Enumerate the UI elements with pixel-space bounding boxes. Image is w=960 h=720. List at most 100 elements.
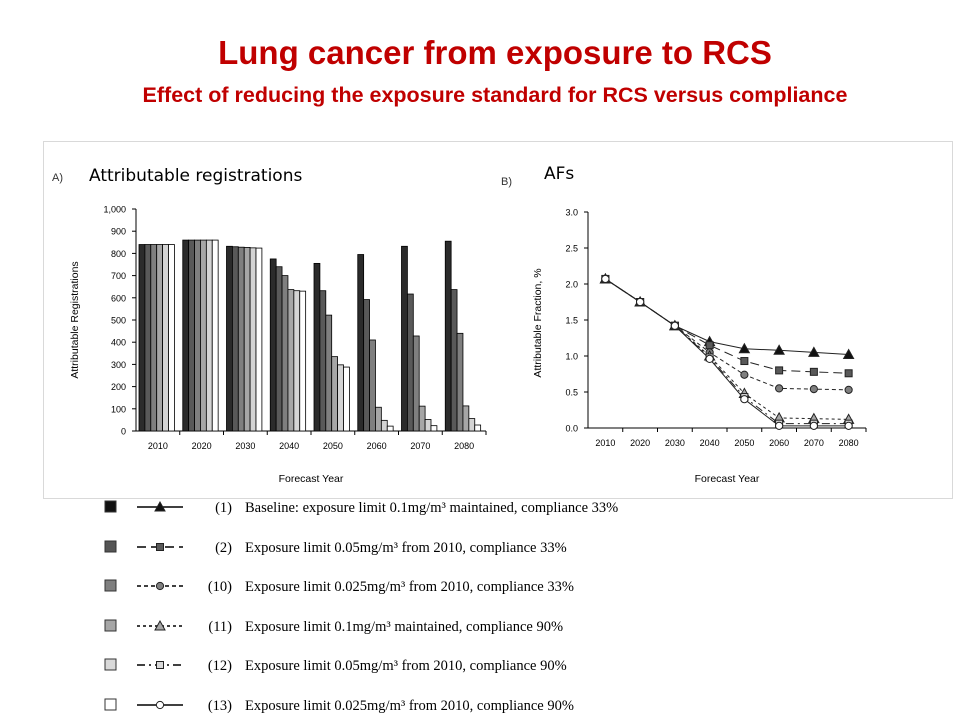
chart-a-bar [269,258,277,432]
legend-text: Exposure limit 0.05mg/m³ from 2010, comp… [245,658,567,674]
legend-label: (2) [215,540,232,556]
chart-a-bar [200,239,207,432]
chart-a-y-tick-label: 800 [111,249,126,259]
chart-b-point [842,348,855,360]
chart-b-point [809,421,818,430]
chart-a-y-tick-label: 0 [121,427,126,437]
page-title: Lung cancer from exposure to RCS [218,34,772,71]
chart-a-bar [138,244,146,432]
chart-a-tag: A) [52,172,63,184]
chart-b-point [636,297,645,307]
chart-a-x-axis-label: Forecast Year [279,473,344,485]
chart-b-point [740,357,749,366]
chart-a-x-tick-label: 2040 [279,441,299,451]
chart-a-bar [337,364,344,432]
chart-a-x-tick-label: 2080 [454,441,474,451]
chart-b-point [775,384,784,393]
chart-b-y-axis-label: Attributable Fraction, % [532,268,544,377]
legend-marker [156,543,164,551]
legend-marker [154,619,166,631]
chart-a-bar [401,245,408,432]
chart-b-point [808,346,820,357]
legend-swatch [104,698,117,711]
chart-a-bar [468,418,476,432]
chart-a-y-tick-label: 1,000 [103,205,126,215]
chart-b-y-tick-label: 0.5 [565,388,578,398]
chart-b-y-tick-label: 2.0 [565,280,578,290]
chart-b-series-line [605,278,849,374]
chart-a-bar [168,244,175,432]
chart-b-series-line [605,278,849,391]
chart-a-bar [386,425,394,432]
chart-a-x-tick-label: 2010 [148,441,168,451]
chart-b-point [809,385,818,394]
chart-a-bar [293,290,301,432]
chart-b-tag: B) [501,176,512,188]
chart-b-series-line [605,278,849,356]
chart-b-point [775,366,784,375]
chart-a-y-tick-label: 900 [111,227,126,237]
chart-a-x-tick-label: 2020 [192,441,212,451]
chart-a-bar [450,289,458,432]
legend-item: (11) Exposure limit 0.1mg/m³ maintained, … [104,619,563,635]
chart-a-bar [188,239,195,432]
chart-a-x-tick-label: 2060 [367,441,387,451]
legend-swatch [104,540,117,553]
legend-item: (12) Exposure limit 0.05mg/m³ from 2010, … [104,658,567,674]
legend-marker [155,700,165,710]
chart-a-bar [249,247,257,432]
chart-a-bar [299,290,307,432]
chart-b: B) AFs 0.0 0.5 1.0 1.5 2.0 2.5 3.0 2010 2020 2030 20… [501,164,867,485]
chart-a-bar [182,239,190,432]
chart-a-bar [462,405,470,432]
legend-item: (1) Baseline: exposure limit 0.1mg/m³ mai… [104,500,618,516]
chart-a-bar [418,405,426,432]
chart-a-x-tick-label: 2070 [410,441,430,451]
legend-label: (10) [208,579,232,595]
chart-a-bar [281,275,289,432]
chart-b-point [809,367,818,376]
chart-a-bar [325,314,333,432]
chart-b-x-tick-label: 2010 [595,438,615,448]
legend-swatch [104,579,117,592]
chart-a-y-tick-label: 700 [111,271,126,281]
legend-text: Exposure limit 0.1mg/m³ maintained, comp… [245,619,563,635]
chart-a-bar [319,290,327,432]
chart-b-x-tick-label: 2050 [734,438,754,448]
chart-b-x-tick-label: 2030 [665,438,685,448]
chart-a-bar [231,246,239,432]
chart-b-point [844,421,853,430]
chart-b-x-tick-label: 2040 [700,438,720,448]
chart-a-bar [412,335,420,432]
chart-b-point [705,341,714,350]
chart-b-title: AFs [544,164,574,184]
chart-a-bar [375,406,382,432]
chart-a-bar [363,299,370,432]
chart-b-point [740,370,749,379]
chart-a-y-tick-label: 300 [111,360,126,370]
legend-marker [154,500,166,512]
legend: (1) Baseline: exposure limit 0.1mg/m³ mai… [104,500,618,714]
chart-a-bar [211,239,219,432]
chart-b-y-tick-label: 0.0 [565,424,578,434]
chart-a-bar [380,419,388,432]
chart-a-y-tick-label: 200 [111,382,126,392]
chart-a-bar [275,266,283,432]
chart-a-bar [331,356,339,432]
legend-text: Baseline: exposure limit 0.1mg/m³ mainta… [245,500,618,516]
chart-a-bar [430,425,438,432]
chart-a-bar [144,244,152,432]
chart-b-point [705,354,714,363]
chart-b-y-tick-label: 2.5 [565,244,578,254]
chart-b-point [670,321,679,330]
chart-a-bar [255,247,263,432]
legend-item: (13) Exposure limit 0.025mg/m³ from 2010,… [104,698,574,714]
chart-a-bar [444,240,452,432]
chart-a-bar [194,239,201,432]
legend-item: (10) Exposure limit 0.025mg/m³ from 2010,… [104,579,574,595]
chart-a-bar [313,262,321,432]
chart-b-point [601,274,610,284]
chart-a-bar [343,366,350,432]
chart-a-bar [205,239,213,432]
